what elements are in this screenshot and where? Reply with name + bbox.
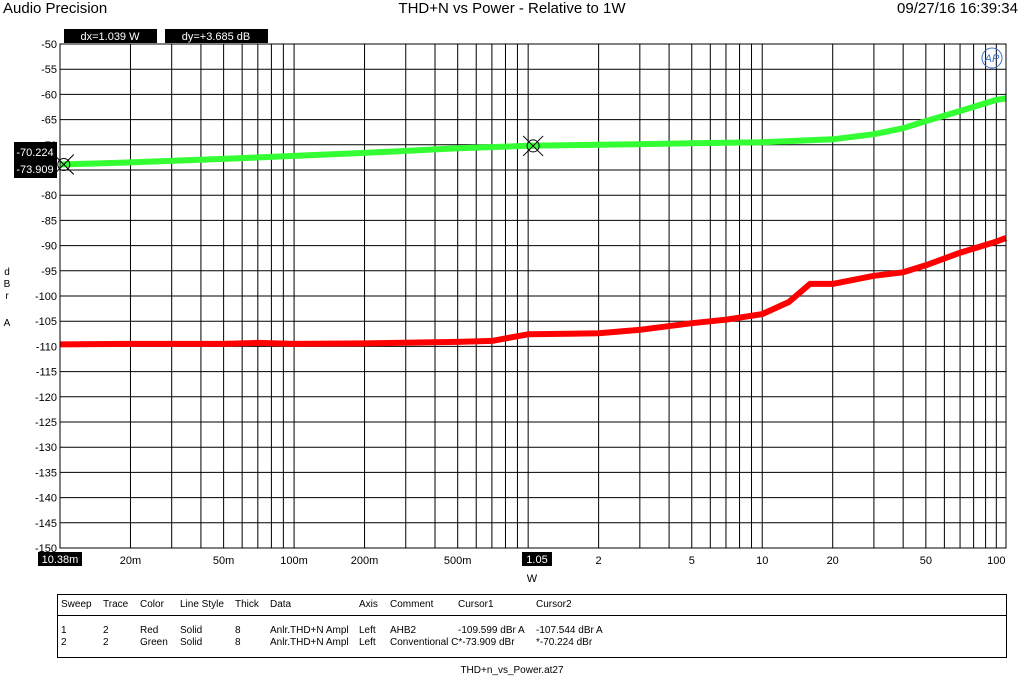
col-comment: Comment [390, 599, 434, 610]
dx-readout-box [64, 29, 157, 43]
y-tick-label: -120 [35, 392, 57, 404]
svg-text:AP: AP [984, 53, 1000, 65]
x-tick-label: 10 [756, 555, 768, 567]
x-tick-label: 100m [280, 555, 308, 567]
svg-text:d: d [4, 267, 10, 278]
y-tick-label: -50 [41, 39, 57, 51]
y-tick-label: -135 [35, 467, 57, 479]
dx-readout: dx=1.039 W [80, 31, 140, 43]
y-ticks: -50-55-60-65-70-75-80-85-90-95-100-105-1… [35, 39, 57, 555]
cursor-x2-readout: 1.05 [526, 554, 547, 566]
grid [60, 44, 1006, 548]
cursor-x2-readout-box [522, 552, 552, 566]
col-axis: Axis [359, 599, 378, 610]
x-ticks: 20m 50m 100m 200m 500m 2 5 10 20 50 100 [120, 555, 1006, 567]
chart-area: -50-55-60-65-70-75-80-85-90-95-100-105-1… [4, 29, 1008, 585]
timestamp: 09/27/16 16:39:34 [897, 0, 1018, 17]
y-tick-label: -145 [35, 518, 57, 530]
table-row: 1 2 Red Solid 8 Anlr.THD+N Ampl Left AHB… [61, 625, 603, 636]
brand-label: Audio Precision [3, 0, 108, 17]
legend-table: Sweep Trace Color Line Style Thick Data … [57, 594, 1007, 658]
x-tick-label: 200m [351, 555, 379, 567]
x-tick-label: 20m [120, 555, 141, 567]
y-tick-label: -85 [41, 215, 57, 227]
x-axis-label: W [527, 573, 538, 585]
col-line-style: Line Style [180, 599, 224, 610]
dbr-a-label: d B r A [4, 267, 11, 329]
cursors [53, 135, 544, 175]
y-tick-label: -80 [41, 190, 57, 202]
ap-logo-icon: AP [981, 47, 1003, 69]
col-data: Data [270, 599, 292, 610]
svg-text:A: A [4, 318, 11, 329]
y-tick-label: -65 [41, 115, 57, 127]
y-tick-label: -140 [35, 493, 57, 505]
col-sweep: Sweep [61, 599, 92, 610]
svg-text:r: r [5, 291, 9, 302]
y-tick-label: -115 [36, 367, 57, 379]
svg-text:B: B [4, 279, 11, 290]
y-tick-label: -60 [41, 89, 57, 101]
x-tick-label: 50m [213, 555, 234, 567]
y-tick-label: -110 [36, 341, 57, 353]
series [59, 95, 1008, 348]
plot-frame [59, 43, 1007, 549]
dy-readout: dy=+3.685 dB [182, 31, 251, 43]
y-tick-label: -105 [35, 316, 57, 328]
series-line-2 [59, 95, 1007, 168]
cursor-marker-2[interactable] [522, 135, 544, 157]
col-cursor1: Cursor1 [458, 599, 494, 610]
file-name: THD+n_vs_Power.at27 [460, 665, 564, 676]
series-line-1 [59, 235, 1008, 348]
table-header-row: Sweep Trace Color Line Style Thick Data … [58, 599, 1006, 611]
x-tick-label: 5 [689, 555, 695, 567]
cursor-marker-1[interactable] [53, 154, 75, 175]
x-tick-label: 20 [827, 555, 839, 567]
col-trace: Trace [103, 599, 129, 610]
cursor-y1-readout: -70.224 [16, 147, 53, 159]
table-row: 2 2 Green Solid 8 Anlr.THD+N Ampl Left C… [61, 637, 593, 648]
x-tick-label: 2 [596, 555, 602, 567]
dy-readout-box [165, 29, 268, 43]
col-color: Color [140, 599, 164, 610]
cursor-y-readout-box [14, 142, 57, 178]
x-tick-label: 50 [920, 555, 932, 567]
cursor-x1-readout-box [38, 552, 82, 566]
y-tick-label: -90 [41, 241, 57, 253]
x-tick-label: 100 [987, 555, 1005, 567]
y-tick-label: -125 [35, 417, 57, 429]
y-tick-label: -95 [41, 266, 57, 278]
chart-title: THD+N vs Power - Relative to 1W [398, 0, 626, 17]
y-tick-label: -130 [35, 442, 57, 454]
x-tick-label: 500m [444, 555, 472, 567]
cursor-y2-readout: -73.909 [16, 164, 53, 176]
y-tick-label: -100 [35, 291, 57, 303]
y-tick-label: -55 [41, 64, 57, 76]
col-thick: Thick [235, 599, 259, 610]
cursor-x1-readout: 10.38m [42, 554, 79, 566]
table-divider [58, 615, 1006, 616]
col-cursor2: Cursor2 [536, 599, 572, 610]
